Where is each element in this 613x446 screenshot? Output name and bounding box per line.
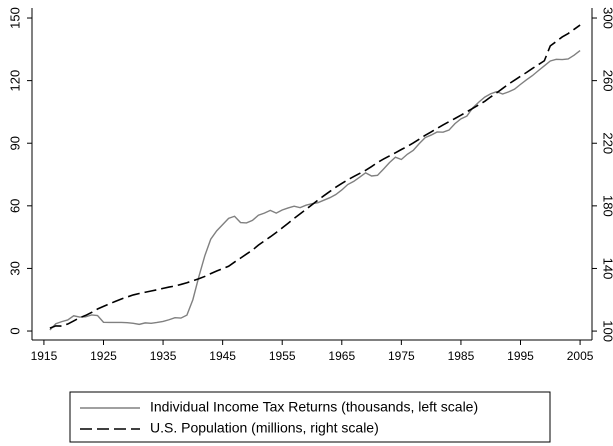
y-tick-label: 150 [7, 7, 22, 29]
y2-tick-label: 140 [601, 258, 613, 280]
y-tick-label: 120 [7, 70, 22, 92]
legend-label: U.S. Population (millions, right scale) [150, 420, 379, 436]
x-tick-label: 1985 [448, 349, 475, 363]
legend-box [69, 391, 551, 443]
series-line [49, 50, 581, 331]
x-tick-label: 1965 [328, 349, 355, 363]
x-tick-label: 1975 [388, 349, 415, 363]
x-tick-label: 2005 [567, 349, 594, 363]
y-tick-label: 0 [7, 327, 22, 334]
x-tick-label: 1955 [269, 349, 296, 363]
series-line [49, 24, 581, 329]
y2-tick-label: 300 [601, 7, 613, 29]
y2-tick-label: 220 [601, 132, 613, 154]
x-tick-label: 1915 [31, 349, 58, 363]
y-tick-label: 30 [7, 261, 22, 275]
x-tick-label: 1925 [90, 349, 117, 363]
y2-tick-label: 180 [601, 195, 613, 217]
y2-tick-label: 260 [601, 70, 613, 92]
x-tick-label: 1995 [507, 349, 534, 363]
x-tick-label: 1935 [150, 349, 177, 363]
y-tick-label: 90 [7, 136, 22, 150]
y-tick-label: 60 [7, 199, 22, 213]
x-tick-label: 1945 [209, 349, 236, 363]
y2-tick-label: 100 [601, 320, 613, 342]
legend-label: Individual Income Tax Returns (thousands… [150, 399, 478, 415]
